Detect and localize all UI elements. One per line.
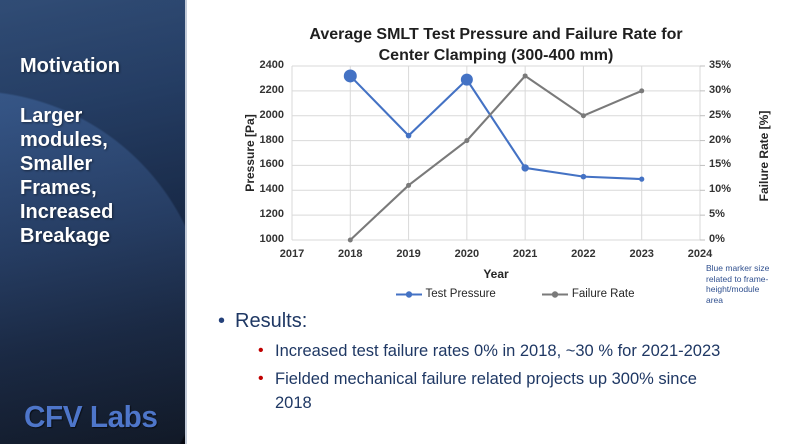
results-item-text: Increased test failure rates 0% in 2018,… — [275, 342, 721, 360]
y-axis-tick-right: 10% — [709, 183, 732, 196]
legend-label-test-pressure: Test Pressure — [425, 288, 496, 300]
results-heading-text: Results: — [235, 310, 308, 332]
test-pressure-marker — [460, 73, 473, 86]
x-axis-tick: 2019 — [396, 248, 421, 260]
legend-label-failure-rate: Failure Rate — [571, 288, 635, 300]
y-axis-tick-left: 1000 — [259, 233, 284, 245]
test-pressure-marker — [405, 132, 412, 139]
x-axis-tick: 2023 — [629, 248, 654, 260]
failure-rate-line — [349, 74, 643, 241]
y-axis-tick-left: 2200 — [259, 83, 284, 96]
chart-plot — [291, 65, 705, 243]
sidebar-body-text: Larger modules, Smaller Frames, Increase… — [20, 105, 114, 247]
y-axis-tick-left: 1200 — [259, 208, 284, 221]
chart-title: Average SMLT Test Pressure and Failure R… — [309, 26, 683, 64]
y-axis-tick-right: 35% — [709, 59, 732, 71]
y-axis-tick-right: 0% — [709, 233, 725, 245]
test-pressure-marker — [580, 173, 587, 180]
results-list: Increased test failure rates 0% in 2018,… — [218, 340, 798, 415]
right-axis-title: Failure Rate [%] — [757, 110, 771, 202]
failure-rate-legend-glyph — [541, 290, 568, 298]
x-axis-tick: 2020 — [454, 248, 480, 260]
marker-size-note: Blue marker size related to frame- heigh… — [706, 263, 770, 305]
legend-item-test-pressure: Test Pressure — [395, 288, 496, 300]
sidebar-heading: Motivation — [20, 55, 120, 77]
y-axis-tick-left: 2000 — [259, 108, 284, 121]
chart-area: Average SMLT Test Pressure and Failure R… — [230, 20, 800, 322]
results-section: • Results: Increased test failure rates … — [218, 310, 798, 420]
y-axis-tick-right: 25% — [709, 108, 732, 121]
results-item: Fielded mechanical failure related proje… — [258, 368, 798, 415]
test-pressure-marker — [521, 164, 529, 172]
results-heading: • Results: — [218, 310, 798, 333]
results-item-text: Fielded mechanical failure related proje… — [275, 370, 697, 412]
y-axis-tick-left: 1600 — [259, 158, 284, 171]
x-axis-tick: 2017 — [279, 248, 305, 260]
left-axis-title: Pressure [Pa] — [243, 114, 257, 192]
x-axis-tick: 2022 — [571, 248, 596, 260]
failure-rate-marker — [580, 113, 586, 119]
failure-rate-marker — [522, 73, 528, 79]
y-axis-tick-left: 2400 — [259, 59, 284, 71]
x-axis-title: Year — [483, 267, 509, 281]
y-axis-tick-left: 1800 — [259, 133, 284, 146]
results-bullet-icon: • — [218, 310, 226, 332]
results-item: Increased test failure rates 0% in 2018,… — [258, 340, 798, 363]
test-pressure-line — [349, 75, 642, 181]
x-axis-tick: 2021 — [512, 248, 538, 260]
failure-rate-marker — [639, 88, 645, 94]
failure-rate-marker — [406, 182, 412, 188]
legend-item-failure-rate: Failure Rate — [541, 288, 635, 300]
cfv-labs-logo: CFV Labs — [24, 399, 158, 434]
sidebar: Motivation Larger modules, Smaller Frame… — [0, 0, 187, 444]
test-pressure-marker — [639, 176, 645, 182]
test-pressure-legend-glyph — [395, 290, 422, 298]
chart-legend: Test Pressure Failure Rate — [230, 288, 800, 300]
y-axis-tick-right: 15% — [709, 158, 732, 171]
x-axis-tick: 2018 — [338, 248, 363, 260]
y-axis-tick-right: 5% — [709, 208, 725, 221]
failure-rate-marker — [464, 138, 470, 144]
x-axis-tick: 2024 — [687, 248, 713, 260]
y-axis-tick-left: 1400 — [259, 183, 284, 196]
y-axis-tick-right: 20% — [709, 133, 732, 146]
test-pressure-marker — [343, 69, 357, 83]
y-axis-tick-right: 30% — [709, 83, 732, 96]
failure-rate-marker — [347, 237, 353, 243]
